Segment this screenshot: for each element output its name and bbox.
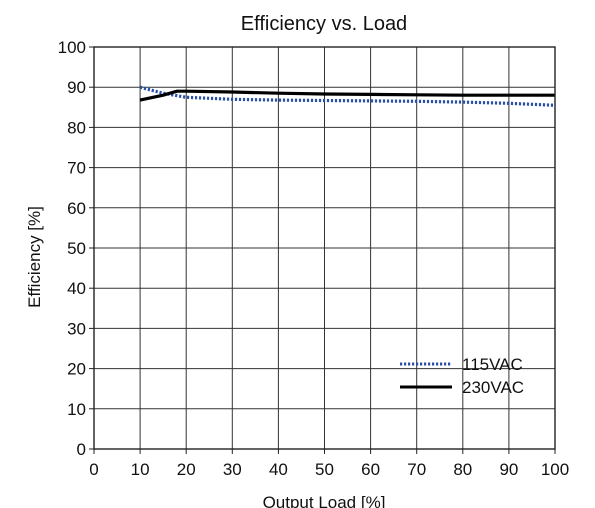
y-tick-label: 40 xyxy=(67,279,86,298)
x-tick-label: 20 xyxy=(177,460,196,479)
axes: 0 10 20 30 40 50 60 70 80 90 100 0 10 20 30 40 50 60 70 80 9… xyxy=(58,38,570,479)
x-tick-label: 60 xyxy=(361,460,380,479)
y-tick-label: 100 xyxy=(58,38,86,57)
chart-title: Efficiency vs. Load xyxy=(241,13,407,35)
series-layer xyxy=(139,85,556,107)
x-tick-label: 10 xyxy=(131,460,150,479)
y-tick-label: 0 xyxy=(77,440,86,459)
y-tick-label: 20 xyxy=(67,360,86,379)
x-tick-label: 90 xyxy=(499,460,518,479)
y-tick-label: 50 xyxy=(67,239,86,258)
x-tick-label: 70 xyxy=(407,460,426,479)
legend: 115VAC 230VAC xyxy=(400,355,524,397)
y-tick-label: 70 xyxy=(67,159,86,178)
y-tick-label: 10 xyxy=(67,400,86,419)
x-tick-label: 40 xyxy=(269,460,288,479)
series-line-230vac xyxy=(139,89,555,102)
legend-label-115vac: 115VAC xyxy=(462,355,523,374)
x-tick-label: 50 xyxy=(315,460,334,479)
grid xyxy=(94,47,555,449)
x-tick-label: 0 xyxy=(89,460,98,479)
x-tick-label: 30 xyxy=(223,460,242,479)
x-tick-label: 80 xyxy=(453,460,472,479)
y-tick-label: 90 xyxy=(67,78,86,97)
x-tick-label: 100 xyxy=(541,460,569,479)
legend-label-230vac: 230VAC xyxy=(462,378,524,397)
series-line-115vac xyxy=(139,85,556,107)
y-tick-label: 80 xyxy=(67,118,86,137)
y-axis-label: Efficiency [%] xyxy=(25,206,44,308)
y-tick-label: 60 xyxy=(67,199,86,218)
x-axis-label: Output Load [%] xyxy=(263,493,386,508)
y-tick-label: 30 xyxy=(67,319,86,338)
